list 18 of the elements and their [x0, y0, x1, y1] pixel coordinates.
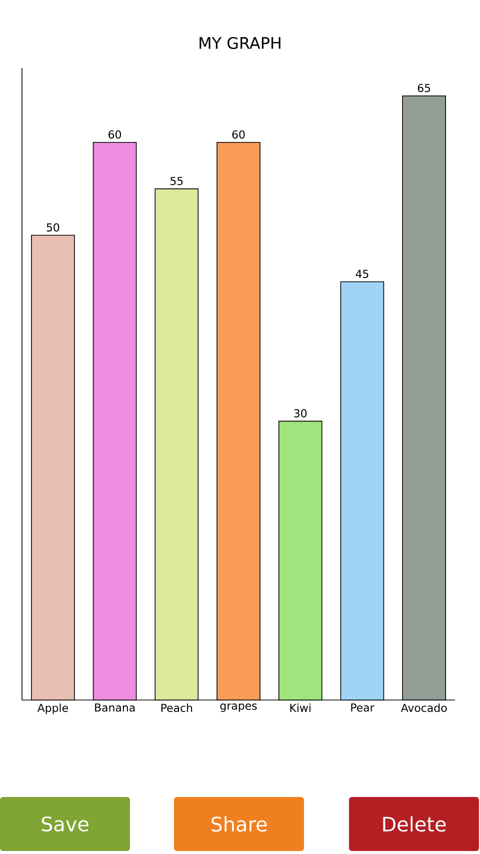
data-label: 50	[46, 223, 60, 232]
x-tick-label: Peach	[161, 704, 192, 712]
data-label: 60	[232, 130, 245, 139]
data-label: 30	[294, 409, 307, 418]
data-label: 60	[108, 130, 122, 139]
x-tick-label: Apple	[37, 704, 68, 714]
chart-title: MY GRAPH	[200, 36, 280, 50]
data-label: 55	[170, 176, 183, 186]
x-tick-label: Avocado	[400, 704, 447, 712]
x-tick-label: Kiwi	[290, 704, 310, 712]
x-tick-label: Pear	[351, 704, 374, 712]
text: Delete	[383, 816, 446, 832]
data-label: 65	[418, 84, 430, 92]
text: Share	[212, 816, 267, 832]
data-label: 45	[356, 270, 368, 278]
x-tick-label: Banana	[95, 704, 135, 712]
text: Save	[42, 816, 88, 832]
x-tick-label: grapes	[220, 704, 257, 712]
